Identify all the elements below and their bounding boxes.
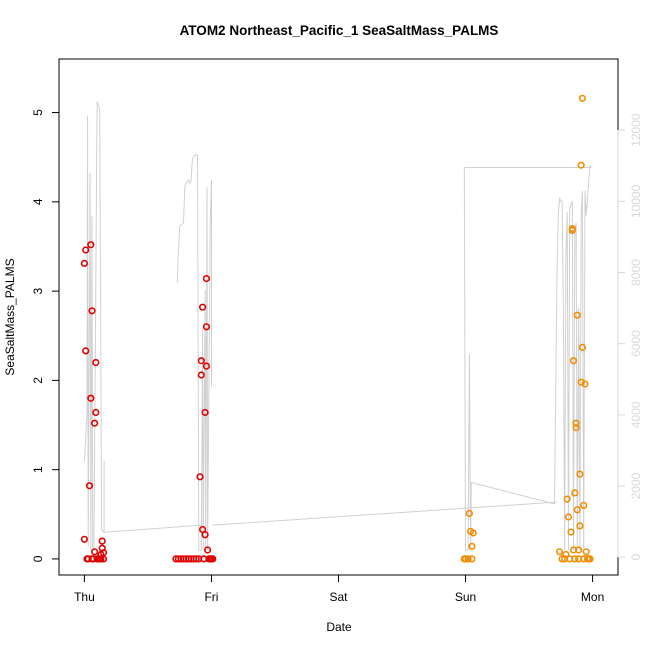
data-point bbox=[85, 482, 94, 490]
data-point bbox=[578, 343, 587, 352]
y2-tick-label: 10000 bbox=[629, 184, 643, 218]
data-point bbox=[87, 241, 95, 249]
data-point bbox=[573, 506, 581, 514]
altitude-line-segment bbox=[176, 154, 212, 551]
y-tick-label: 3 bbox=[31, 287, 45, 294]
data-point bbox=[572, 419, 580, 427]
data-point bbox=[92, 408, 100, 417]
data-point bbox=[197, 357, 205, 365]
data-point bbox=[82, 246, 90, 254]
y2-tick-label: 6000 bbox=[629, 330, 643, 357]
data-point bbox=[555, 548, 564, 556]
data-point bbox=[563, 495, 571, 503]
x-tick-label: Fri bbox=[204, 590, 218, 604]
data-point bbox=[465, 509, 474, 518]
data-point bbox=[201, 531, 209, 539]
data-point bbox=[80, 259, 88, 268]
data-point bbox=[202, 362, 210, 370]
data-point bbox=[469, 529, 477, 537]
x-axis-label: Date bbox=[326, 620, 352, 634]
data-point bbox=[80, 535, 88, 543]
x-tick-label: Sat bbox=[329, 590, 348, 604]
data-point bbox=[580, 501, 588, 510]
altitude-line-segment bbox=[463, 164, 592, 551]
y2-tick-label: 4000 bbox=[629, 401, 643, 428]
x-axis: Thu Fri Sat Sun Mon bbox=[74, 574, 604, 604]
y2-tick-label: 2000 bbox=[629, 472, 643, 499]
data-point bbox=[577, 378, 585, 386]
data-point bbox=[204, 546, 212, 554]
data-point bbox=[558, 555, 566, 563]
data-point bbox=[197, 371, 205, 379]
data-point bbox=[99, 555, 108, 563]
data-point bbox=[196, 473, 204, 481]
data-point bbox=[586, 555, 594, 563]
data-point bbox=[564, 513, 573, 521]
data-point bbox=[582, 548, 590, 556]
data-point bbox=[202, 275, 210, 283]
data-point bbox=[576, 522, 584, 530]
data-point bbox=[571, 555, 579, 563]
data-point bbox=[464, 555, 472, 563]
data-point bbox=[201, 408, 209, 417]
y-tick-label: 4 bbox=[31, 198, 45, 205]
y-axis: 0 1 2 3 4 5 bbox=[31, 109, 60, 562]
data-point bbox=[578, 94, 587, 102]
chart-title: ATOM2 Northeast_Pacific_1 SeaSaltMass_PA… bbox=[180, 23, 499, 38]
x-tick-label: Sun bbox=[455, 590, 476, 604]
data-point bbox=[202, 323, 210, 331]
data-point bbox=[468, 555, 476, 563]
data-point bbox=[577, 161, 585, 169]
x-tick-label: Mon bbox=[581, 590, 604, 604]
y-axis-label: SeaSaltMass_PALMS bbox=[3, 258, 17, 375]
data-point bbox=[192, 555, 200, 563]
data-point bbox=[571, 489, 579, 497]
data-point bbox=[90, 419, 99, 427]
data-point bbox=[468, 542, 476, 551]
data-point bbox=[581, 380, 589, 388]
altitude-connector bbox=[212, 501, 558, 526]
data-point bbox=[576, 470, 584, 478]
x-tick-label: Thu bbox=[74, 590, 95, 604]
data-point bbox=[98, 537, 106, 545]
secondary-y-axis: 0 2000 4000 6000 8000 10000 12000 bbox=[617, 113, 643, 561]
data-point bbox=[574, 546, 583, 554]
data-point bbox=[562, 550, 570, 559]
data-point bbox=[207, 555, 215, 563]
data-point bbox=[567, 528, 575, 536]
data-point bbox=[88, 307, 96, 315]
data-point bbox=[572, 424, 580, 432]
data-point bbox=[87, 394, 95, 402]
y-tick-label: 1 bbox=[31, 466, 45, 473]
data-point bbox=[97, 555, 105, 563]
y2-tick-label: 12000 bbox=[629, 113, 643, 147]
y2-tick-label: 0 bbox=[629, 554, 643, 561]
data-point bbox=[569, 357, 578, 365]
y-tick-label: 0 bbox=[31, 555, 45, 562]
y2-tick-label: 8000 bbox=[629, 259, 643, 286]
altitude-connector bbox=[104, 524, 202, 533]
data-point bbox=[199, 303, 207, 311]
y-tick-label: 5 bbox=[31, 109, 45, 116]
data-point bbox=[82, 347, 90, 355]
data-point bbox=[568, 226, 576, 234]
data-point bbox=[92, 358, 100, 367]
altitude-trace bbox=[83, 101, 592, 551]
data-point bbox=[90, 548, 99, 556]
y-tick-label: 2 bbox=[31, 377, 45, 384]
data-points bbox=[80, 94, 594, 563]
data-point bbox=[573, 311, 581, 319]
plot-frame bbox=[58, 58, 619, 576]
